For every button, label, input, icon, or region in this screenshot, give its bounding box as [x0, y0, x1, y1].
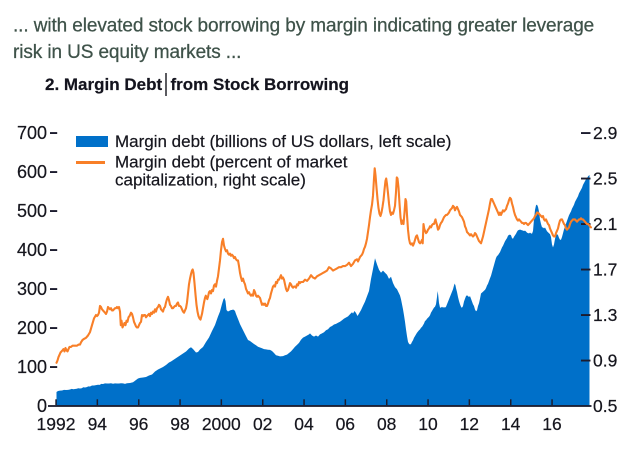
- svg-text:capitalization, right scale): capitalization, right scale): [115, 171, 306, 190]
- svg-text:2.5: 2.5: [593, 169, 617, 189]
- svg-text:08: 08: [377, 414, 396, 434]
- svg-text:06: 06: [336, 414, 355, 434]
- svg-text:12: 12: [460, 414, 479, 434]
- svg-text:2.9: 2.9: [593, 123, 617, 143]
- svg-text:2. Margin Debt: 2. Margin Debt: [45, 75, 162, 94]
- svg-text:600: 600: [17, 162, 47, 182]
- svg-text:300: 300: [17, 279, 47, 299]
- svg-text:Margin debt (percent of market: Margin debt (percent of market: [115, 153, 348, 172]
- svg-text:500: 500: [17, 201, 47, 221]
- svg-text:04: 04: [294, 414, 314, 434]
- svg-text:02: 02: [253, 414, 272, 434]
- svg-text:96: 96: [129, 414, 148, 434]
- svg-text:14: 14: [501, 414, 521, 434]
- svg-text:risk in US equity markets ...: risk in US equity markets ...: [13, 42, 241, 63]
- svg-text:700: 700: [17, 123, 47, 143]
- svg-text:10: 10: [418, 414, 438, 434]
- svg-text:400: 400: [17, 240, 47, 260]
- svg-text:1992: 1992: [37, 414, 76, 434]
- svg-text:from Stock Borrowing: from Stock Borrowing: [171, 75, 350, 94]
- svg-text:2.1: 2.1: [593, 214, 617, 234]
- svg-text:100: 100: [17, 357, 47, 377]
- svg-text:0.9: 0.9: [593, 351, 617, 371]
- svg-text:2000: 2000: [202, 414, 241, 434]
- svg-text:0: 0: [37, 396, 47, 416]
- svg-text:0.5: 0.5: [593, 396, 617, 416]
- svg-text:94: 94: [88, 414, 108, 434]
- svg-text:1.3: 1.3: [593, 305, 617, 325]
- svg-text:16: 16: [542, 414, 561, 434]
- svg-text:... with elevated stock borrow: ... with elevated stock borrowing by mar…: [13, 16, 594, 37]
- svg-text:98: 98: [170, 414, 189, 434]
- svg-text:200: 200: [17, 318, 47, 338]
- svg-text:1.7: 1.7: [593, 260, 617, 280]
- svg-text:Margin debt (billions of US do: Margin debt (billions of US dollars, lef…: [115, 132, 451, 151]
